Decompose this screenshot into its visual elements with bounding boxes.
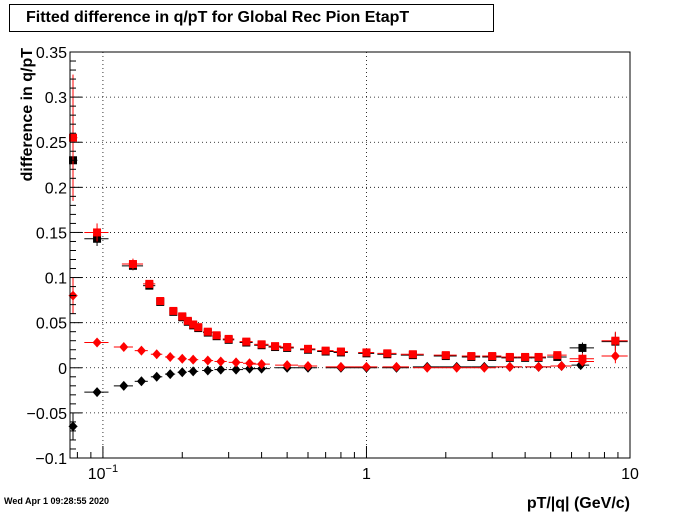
data-point xyxy=(383,349,392,358)
y-tick-label: −0.05 xyxy=(27,406,68,423)
y-tick-label: 0 xyxy=(58,361,67,378)
y-tick-label: 0.05 xyxy=(36,316,67,333)
data-point xyxy=(177,353,187,364)
data-point xyxy=(441,351,450,360)
data-point xyxy=(362,348,371,357)
y-tick-label: 0.25 xyxy=(36,135,67,152)
x-tick-label: 10−1 xyxy=(88,463,118,483)
data-point xyxy=(245,363,255,374)
data-point xyxy=(119,342,129,353)
data-point xyxy=(136,345,146,356)
chart-title: Fitted difference in q/pT for Global Rec… xyxy=(9,4,494,32)
series-1 xyxy=(69,74,628,365)
data-point xyxy=(611,336,620,345)
x-tick-label: 10 xyxy=(621,466,639,483)
data-point xyxy=(119,380,129,391)
data-point xyxy=(391,361,401,372)
data-point xyxy=(152,371,162,382)
data-point xyxy=(452,362,462,373)
data-point xyxy=(521,352,530,361)
data-point xyxy=(557,360,567,371)
data-point xyxy=(303,360,313,371)
series-0 xyxy=(69,142,628,362)
data-point xyxy=(183,316,192,325)
data-point xyxy=(283,343,292,352)
data-point xyxy=(189,320,198,329)
data-point xyxy=(577,356,587,367)
data-layer xyxy=(68,74,628,440)
data-point xyxy=(505,361,515,372)
x-axis-label: pT/|q| (GeV/c) xyxy=(527,495,630,512)
data-point xyxy=(553,351,562,360)
data-point xyxy=(203,355,213,366)
data-point xyxy=(69,133,78,142)
y-axis-label: difference in q/pT xyxy=(19,48,36,182)
data-point xyxy=(165,369,175,380)
data-point xyxy=(231,364,241,375)
data-point xyxy=(145,279,154,288)
data-point xyxy=(136,376,146,387)
data-point xyxy=(242,337,251,346)
data-point xyxy=(578,343,587,352)
data-point xyxy=(505,352,514,361)
data-point xyxy=(92,337,102,348)
data-point xyxy=(336,361,346,372)
data-point xyxy=(282,360,292,371)
data-point xyxy=(188,366,198,377)
y-tick-label: 0.35 xyxy=(36,45,67,62)
data-point xyxy=(178,312,187,321)
data-point xyxy=(188,354,198,365)
data-point xyxy=(422,362,432,373)
data-point xyxy=(177,367,187,378)
data-point xyxy=(257,359,267,370)
grid-layer xyxy=(70,51,631,459)
data-point xyxy=(245,358,255,369)
data-point xyxy=(336,347,345,356)
data-point xyxy=(165,351,175,362)
series-3 xyxy=(68,277,628,373)
data-point xyxy=(169,306,178,315)
y-tick-label: 0.3 xyxy=(45,90,67,107)
y-tick-label: 0.1 xyxy=(45,271,67,288)
data-point xyxy=(271,342,280,351)
data-point xyxy=(152,349,162,360)
data-point xyxy=(534,361,544,372)
data-point xyxy=(212,331,221,340)
series-2 xyxy=(68,360,590,440)
y-tick-label: 0.2 xyxy=(45,180,67,197)
timestamp-footer: Wed Apr 1 09:28:55 2020 xyxy=(4,496,110,506)
data-point xyxy=(216,364,226,375)
data-point xyxy=(68,421,78,432)
data-point xyxy=(92,387,102,398)
data-point xyxy=(303,344,312,353)
data-point xyxy=(488,352,497,361)
x-tick-label: 1 xyxy=(362,466,371,483)
data-point xyxy=(231,357,241,368)
data-point xyxy=(408,350,417,359)
data-point xyxy=(128,260,137,269)
data-point xyxy=(534,352,543,361)
data-point xyxy=(321,346,330,355)
data-point xyxy=(361,361,371,372)
data-point xyxy=(224,334,233,343)
data-point xyxy=(479,362,489,373)
plot-frame xyxy=(69,51,631,459)
data-point xyxy=(257,340,266,349)
data-point xyxy=(194,323,203,332)
axis-layer: −0.1 −0.05 0 0.05 0.1 0.15 0.2 0.25 0.3 0.35 10−1 1… xyxy=(27,45,639,483)
data-point xyxy=(203,365,213,376)
data-point xyxy=(467,352,476,361)
data-point xyxy=(93,228,102,237)
y-tick-label: 0.15 xyxy=(36,225,67,242)
data-point xyxy=(610,351,620,362)
data-point xyxy=(216,356,226,367)
data-point xyxy=(203,327,212,336)
y-tick-label: −0.1 xyxy=(35,451,67,468)
data-point xyxy=(156,297,165,306)
